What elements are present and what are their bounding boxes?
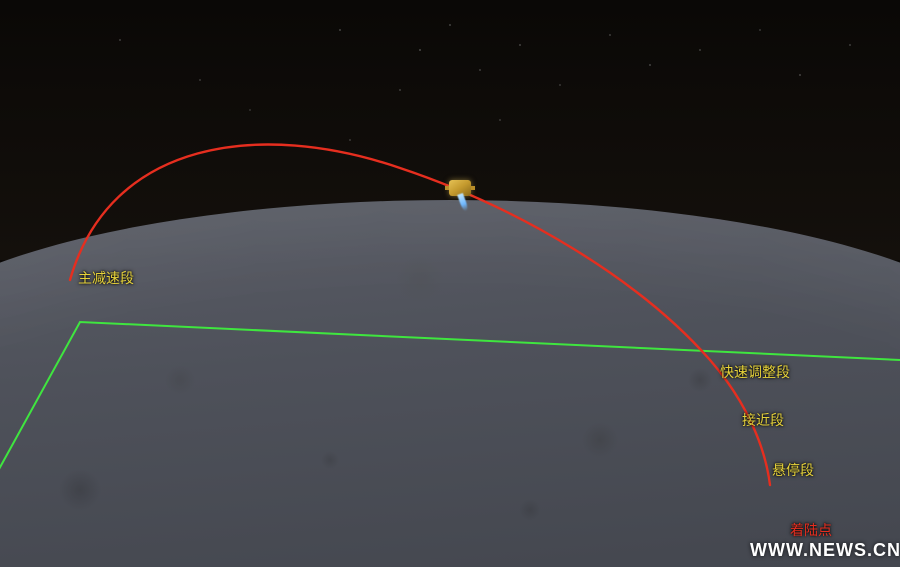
phase-label-main-decel: 主减速段 [78, 268, 134, 288]
phase-label-fast-adjust: 快速调整段 [720, 362, 790, 382]
mission-visualization: 主减速段快速调整段接近段悬停段着陆点 WWW.NEWS.CN [0, 0, 900, 567]
phase-label-approach: 接近段 [742, 410, 784, 430]
phase-label-touchdown: 着陆点 [790, 520, 832, 540]
lunar-surface [0, 200, 900, 567]
source-watermark: WWW.NEWS.CN [750, 540, 900, 561]
lander-icon [443, 176, 477, 204]
phase-label-hover: 悬停段 [772, 460, 814, 480]
